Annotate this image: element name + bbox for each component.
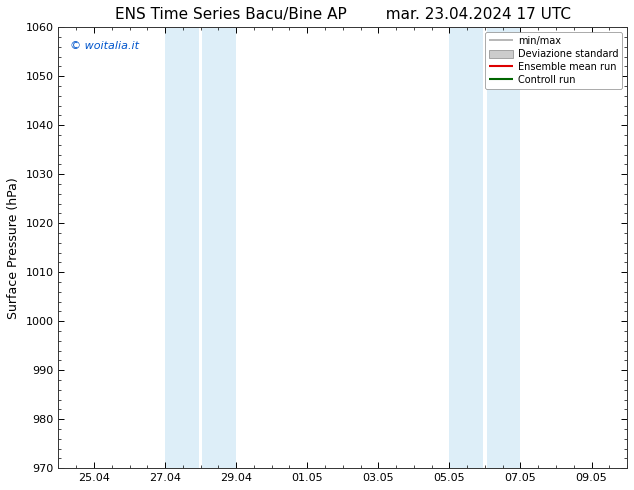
- Bar: [487, 27, 521, 468]
- Bar: [202, 27, 236, 468]
- Title: ENS Time Series Bacu/Bine AP        mar. 23.04.2024 17 UTC: ENS Time Series Bacu/Bine AP mar. 23.04.…: [115, 7, 571, 22]
- Y-axis label: Surface Pressure (hPa): Surface Pressure (hPa): [7, 177, 20, 318]
- Bar: [450, 27, 483, 468]
- Legend: min/max, Deviazione standard, Ensemble mean run, Controll run: min/max, Deviazione standard, Ensemble m…: [485, 32, 622, 89]
- Bar: [165, 27, 199, 468]
- Text: © woitalia.it: © woitalia.it: [70, 41, 139, 50]
